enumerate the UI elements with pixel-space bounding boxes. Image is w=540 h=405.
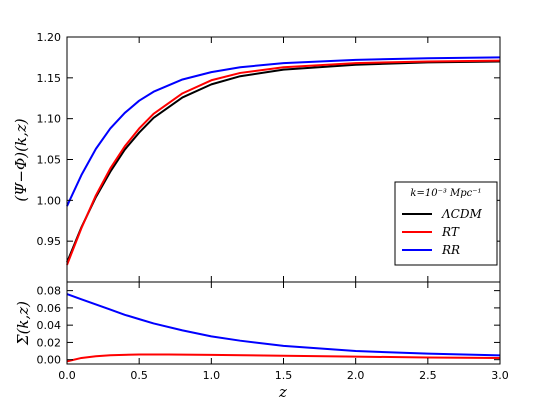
top-series-line-rr [66, 56, 501, 207]
bottom-y-tick-label: 0.04 [37, 319, 62, 332]
top-series-group [66, 56, 501, 266]
bottom-y-ticks: 0.00 0.02 0.04 0.06 0.08 [37, 285, 500, 367]
top-y-ticks: 0.95 1.00 1.05 1.10 1.15 1.20 [37, 31, 500, 248]
top-x-ticks [66, 37, 501, 282]
bottom-series-group [66, 293, 501, 363]
x-tick-label: 3.0 [491, 369, 509, 382]
top-y-tick-label: 1.20 [37, 31, 62, 44]
top-y-tick-label: 1.00 [37, 194, 62, 207]
bottom-plot-frame [66, 281, 501, 365]
x-tick-label: 2.0 [347, 369, 365, 382]
legend-box [394, 181, 498, 266]
legend-title: k=10⁻³ Mpc⁻¹ [410, 188, 481, 199]
top-y-axis-label: (Ψ−Φ)(k,z) [12, 118, 30, 201]
top-series-line-rt [66, 59, 501, 266]
bottom-series-line-rt [66, 353, 501, 363]
bottom-x-ticks: 0.0 0.5 1.0 1.5 2.0 2.5 3.0 [58, 282, 509, 382]
bottom-y-axis-label: Σ(k,z) [14, 301, 32, 346]
top-y-tick-label: 1.10 [37, 113, 62, 126]
legend-label-lcdm: ΛCDM [441, 207, 482, 221]
legend-label-rt: RT [441, 225, 460, 239]
x-tick-label: 0.5 [130, 369, 148, 382]
top-panel: 0.95 1.00 1.05 1.10 1.15 1.20 (Ψ−Φ)(k,z) k=10… [12, 31, 501, 283]
bottom-panel: 0.00 0.02 0.04 0.06 0.08 0.0 0.5 1.0 1.5 2.0 2.5 3… [14, 281, 509, 401]
bottom-y-tick-label: 0.02 [37, 336, 62, 349]
bottom-series-line-rr [66, 293, 501, 357]
x-tick-label: 1.5 [275, 369, 293, 382]
bottom-y-tick-label: 0.06 [37, 302, 62, 315]
x-tick-label: 0.0 [58, 369, 76, 382]
bottom-y-tick-label: 0.00 [37, 354, 62, 367]
legend: k=10⁻³ Mpc⁻¹ ΛCDM RT RR [394, 181, 498, 266]
top-y-tick-label: 0.95 [37, 235, 62, 248]
top-y-tick-label: 1.05 [37, 154, 62, 167]
x-tick-label: 2.5 [419, 369, 437, 382]
x-axis-label: z [278, 383, 287, 401]
x-tick-label: 1.0 [203, 369, 221, 382]
top-y-tick-label: 1.15 [37, 72, 62, 85]
legend-label-rr: RR [441, 243, 460, 257]
bottom-y-tick-label: 0.08 [37, 285, 62, 298]
